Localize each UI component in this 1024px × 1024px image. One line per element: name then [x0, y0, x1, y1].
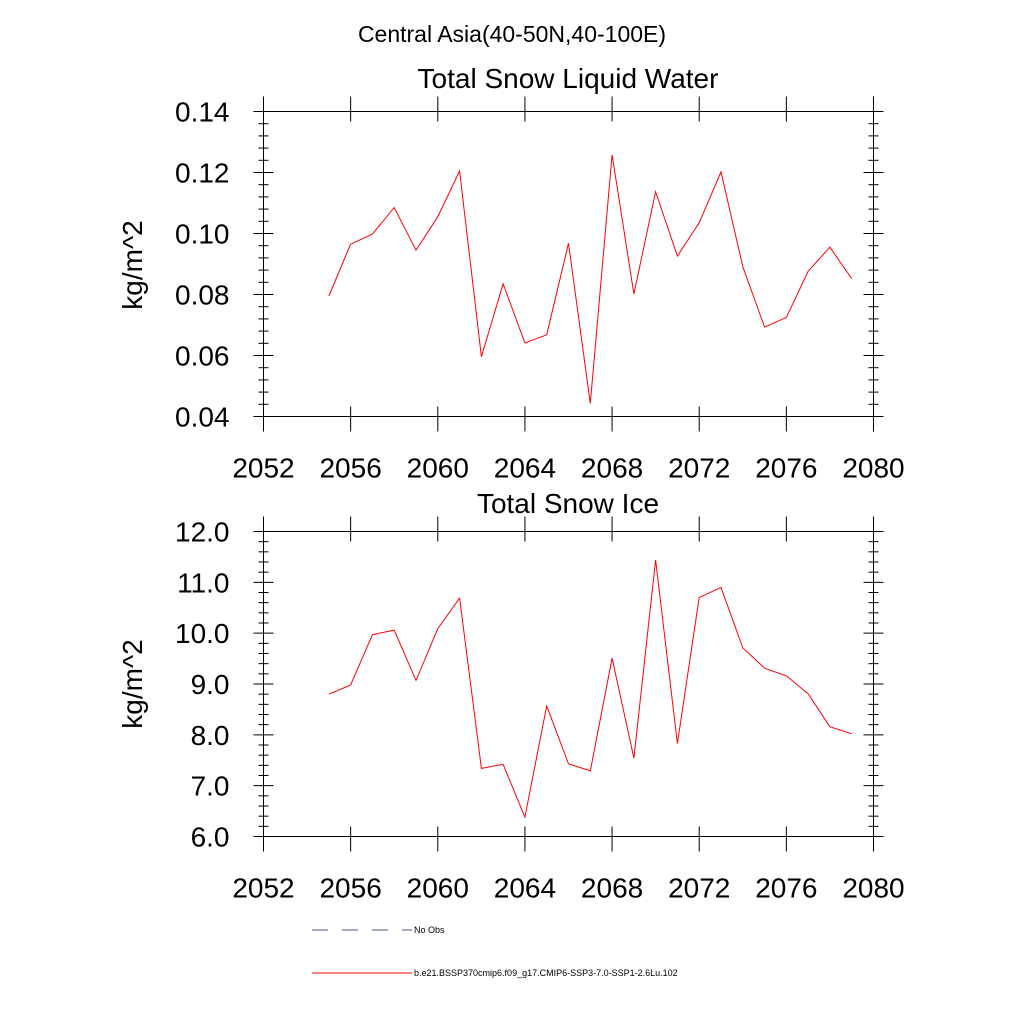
x-tick-label: 2076 [755, 873, 817, 904]
y-tick-label: 9.0 [191, 669, 230, 700]
series-line [328, 154, 853, 404]
series-line [328, 559, 852, 819]
y-tick-label: 6.0 [191, 822, 230, 853]
x-tick-label: 2064 [494, 873, 556, 904]
x-tick-label: 2064 [494, 453, 556, 484]
y-axis-label-liquid-water: kg/m^2 [117, 220, 148, 309]
x-tick-label: 2072 [668, 453, 730, 484]
y-tick-label: 11.0 [177, 567, 229, 598]
y-tick-label: 12.0 [175, 517, 230, 548]
x-tick-labels-liquid-water: 2052 2056 2060 2064 2068 2072 2076 2080 [232, 453, 904, 484]
x-tick-label: 2080 [842, 873, 904, 904]
y-tick-label: 0.06 [175, 341, 230, 372]
chart-panel-liquid-water: Total Snow Liquid Water kg/m^2 2052 2056 2… [117, 63, 905, 484]
chart-panel-snow-ice: Total Snow Ice kg/m^2 2052 2056 2060 2064 20… [117, 488, 905, 904]
y-tick-label: 10.0 [175, 618, 230, 649]
y-axis-label-snow-ice: kg/m^2 [117, 639, 148, 728]
x-tick-label: 2060 [407, 453, 469, 484]
x-tick-label: 2068 [581, 873, 643, 904]
legend: No Obs b.e21.BSSP370cmip6.f09_g17.CMIP6-… [312, 925, 678, 978]
axis-ticks-snow-ice [253, 516, 884, 852]
plot-frame-liquid-water [263, 111, 874, 417]
y-tick-label: 0.04 [175, 402, 230, 433]
x-tick-label: 2052 [232, 873, 294, 904]
x-tick-label: 2052 [232, 453, 294, 484]
x-tick-label: 2072 [668, 873, 730, 904]
x-tick-label: 2060 [407, 873, 469, 904]
y-tick-label: 0.14 [175, 97, 230, 128]
series-lines-snow-ice [328, 559, 852, 819]
y-tick-label: 0.10 [175, 219, 230, 250]
plot-frame-snow-ice [263, 531, 874, 837]
legend-label-no-obs: No Obs [414, 925, 445, 935]
x-tick-label: 2068 [581, 453, 643, 484]
axis-ticks-liquid-water [253, 96, 884, 432]
y-tick-labels-snow-ice: 6.0 7.0 8.0 9.0 10.0 11.0 12.0 [175, 517, 230, 853]
y-tick-label: 7.0 [191, 771, 230, 802]
y-tick-label: 0.08 [175, 280, 230, 311]
x-tick-labels-snow-ice: 2052 2056 2060 2064 2068 2072 2076 2080 [232, 873, 904, 904]
series-lines-liquid-water [328, 154, 853, 404]
chart-title-snow-ice: Total Snow Ice [477, 488, 659, 519]
x-tick-label: 2080 [842, 453, 904, 484]
x-tick-label: 2056 [319, 873, 381, 904]
x-tick-label: 2076 [755, 453, 817, 484]
suptitle: Central Asia(40-50N,40-100E) [358, 21, 666, 47]
x-tick-label: 2056 [319, 453, 381, 484]
y-tick-labels-liquid-water: 0.04 0.06 0.08 0.10 0.12 0.14 [175, 97, 230, 433]
legend-label-model-run: b.e21.BSSP370cmip6.f09_g17.CMIP6-SSP3-7.… [414, 968, 678, 978]
y-tick-label: 8.0 [191, 720, 230, 751]
y-tick-label: 0.12 [175, 158, 230, 189]
chart-title-liquid-water: Total Snow Liquid Water [418, 63, 719, 94]
